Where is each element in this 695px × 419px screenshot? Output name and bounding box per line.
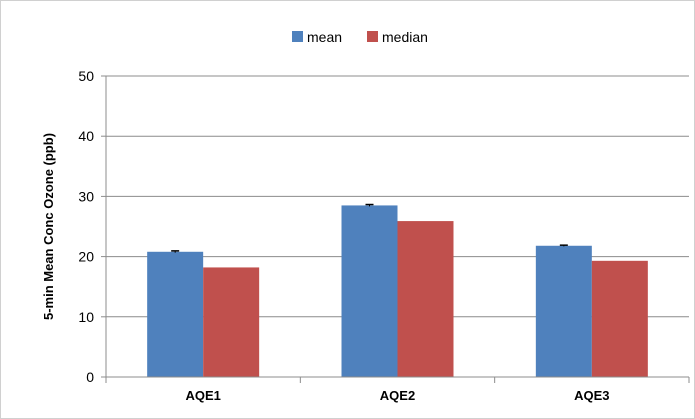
y-tick-label: 10	[78, 309, 94, 325]
x-tick-label-AQE3: AQE3	[574, 388, 609, 403]
bar-median-AQE1	[203, 267, 260, 377]
legend-label-mean: mean	[307, 29, 342, 45]
y-tick-label: 0	[86, 369, 94, 385]
x-axis: AQE1 AQE2 AQE3	[105, 376, 690, 403]
legend-swatch-mean	[292, 31, 303, 42]
x-tick-label-AQE1: AQE1	[185, 388, 220, 403]
x-tick-label-AQE2: AQE2	[380, 388, 415, 403]
y-tick-label: 30	[78, 188, 94, 204]
bar-mean-AQE1	[147, 251, 204, 377]
legend-label-median: median	[382, 29, 428, 45]
bar-median-AQE3	[591, 260, 648, 377]
bars	[147, 203, 648, 377]
y-tick-label: 50	[78, 68, 94, 84]
legend-swatch-median	[367, 31, 378, 42]
bar-mean-AQE3	[535, 245, 592, 377]
bar-median-AQE2	[397, 221, 454, 377]
legend: mean median	[292, 29, 428, 45]
bar-mean-AQE2	[341, 205, 398, 377]
y-tick-label: 20	[78, 249, 94, 265]
y-axis-title: 5-min Mean Conc Ozone (ppb)	[41, 133, 56, 320]
y-tick-label: 40	[78, 128, 94, 144]
y-axis: 0 10 20 30 40 50	[78, 68, 107, 385]
